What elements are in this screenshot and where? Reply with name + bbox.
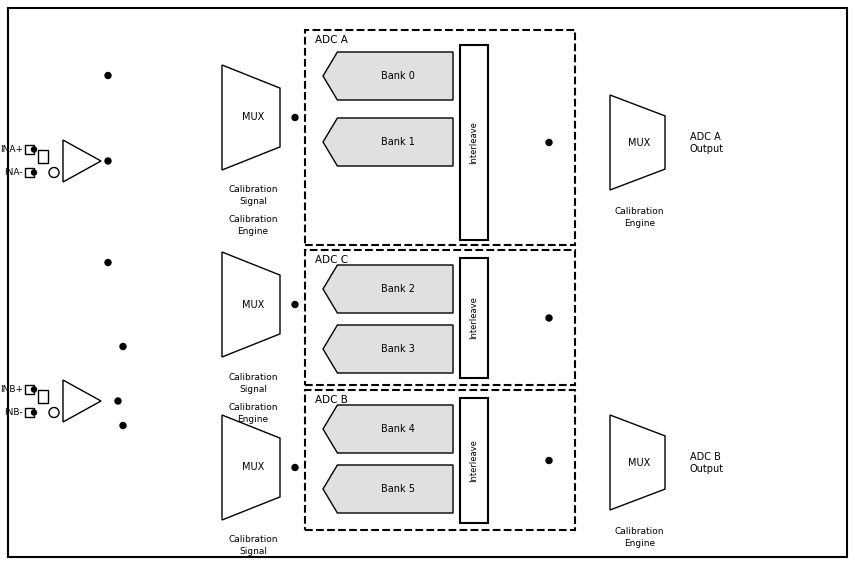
Text: ADC A: ADC A (690, 133, 721, 142)
Polygon shape (63, 140, 101, 182)
Circle shape (105, 259, 111, 266)
Text: Bank 0: Bank 0 (381, 71, 415, 81)
Text: Signal: Signal (239, 198, 267, 206)
Polygon shape (610, 415, 665, 510)
Text: Bank 3: Bank 3 (381, 344, 415, 354)
Text: Calibration: Calibration (615, 207, 664, 216)
Text: MUX: MUX (628, 137, 651, 147)
Text: Interleave: Interleave (469, 297, 479, 340)
Text: MUX: MUX (628, 458, 651, 467)
Text: MUX: MUX (242, 463, 264, 472)
Circle shape (120, 423, 126, 428)
Text: INB+: INB+ (0, 385, 23, 394)
Text: Calibration: Calibration (228, 185, 278, 194)
Text: Bank 4: Bank 4 (381, 424, 415, 434)
Circle shape (32, 170, 37, 175)
Polygon shape (323, 465, 453, 513)
Bar (305, 390, 575, 530)
Polygon shape (222, 252, 280, 357)
Circle shape (115, 398, 121, 404)
Polygon shape (63, 380, 101, 422)
Text: Output: Output (690, 464, 724, 475)
Bar (25, 408, 34, 417)
Circle shape (49, 407, 59, 418)
Polygon shape (323, 265, 453, 313)
Text: Engine: Engine (238, 228, 268, 237)
Text: MUX: MUX (242, 112, 264, 123)
Text: Calibration: Calibration (228, 402, 278, 411)
Text: Output: Output (690, 145, 724, 154)
Bar (460, 45, 488, 240)
Text: Engine: Engine (624, 219, 655, 228)
Text: Bank 1: Bank 1 (381, 137, 415, 147)
Text: Bank 2: Bank 2 (381, 284, 415, 294)
Text: INB-: INB- (4, 408, 23, 417)
Text: Signal: Signal (239, 547, 267, 557)
Text: Calibration: Calibration (615, 528, 664, 537)
Circle shape (105, 72, 111, 79)
Bar (305, 30, 575, 245)
Circle shape (546, 315, 552, 321)
Text: Interleave: Interleave (469, 121, 479, 164)
Polygon shape (323, 118, 453, 166)
Bar (25, 168, 34, 177)
Text: Bank 5: Bank 5 (381, 484, 415, 494)
Bar (25, 145, 34, 154)
Bar (305, 250, 575, 385)
Bar (38, 150, 48, 163)
Text: MUX: MUX (242, 299, 264, 310)
Polygon shape (323, 405, 453, 453)
Circle shape (49, 167, 59, 177)
Text: Engine: Engine (624, 540, 655, 549)
Bar (25, 385, 34, 394)
Text: INA+: INA+ (0, 145, 23, 154)
Circle shape (292, 302, 298, 307)
Polygon shape (323, 325, 453, 373)
Text: Signal: Signal (239, 385, 267, 393)
Text: Calibration: Calibration (228, 215, 278, 224)
Circle shape (546, 140, 552, 146)
Polygon shape (222, 65, 280, 170)
Text: ADC C: ADC C (315, 255, 348, 265)
Text: INA-: INA- (4, 168, 23, 177)
Circle shape (120, 344, 126, 350)
Circle shape (292, 115, 298, 120)
Circle shape (546, 458, 552, 463)
Text: ADC B: ADC B (315, 395, 348, 405)
Circle shape (105, 158, 111, 164)
Text: Interleave: Interleave (469, 439, 479, 482)
Circle shape (32, 387, 37, 392)
Circle shape (292, 464, 298, 471)
Circle shape (32, 147, 37, 152)
Text: ADC B: ADC B (690, 453, 721, 463)
Text: Engine: Engine (238, 415, 268, 424)
Bar (460, 398, 488, 523)
Text: Calibration: Calibration (228, 536, 278, 545)
Polygon shape (323, 52, 453, 100)
Text: Calibration: Calibration (228, 372, 278, 381)
Circle shape (32, 410, 37, 415)
Polygon shape (222, 415, 280, 520)
Polygon shape (610, 95, 665, 190)
Bar (38, 390, 48, 403)
Bar (460, 258, 488, 378)
Text: ADC A: ADC A (315, 35, 348, 45)
